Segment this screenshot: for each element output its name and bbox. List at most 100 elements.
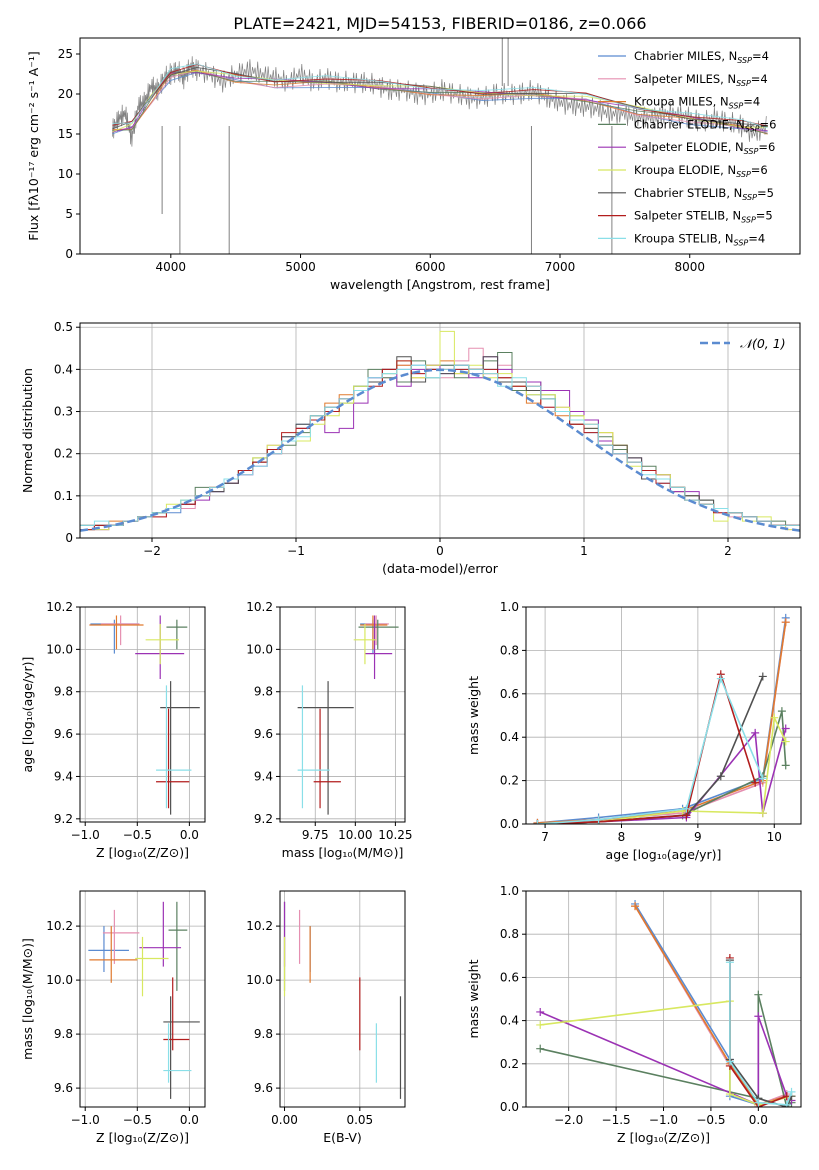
spectrum-plot-area	[112, 38, 768, 254]
axes-frame	[525, 606, 802, 825]
errorbar-chabrier_elodie	[166, 619, 188, 650]
y-tick-label: 0	[65, 531, 73, 545]
model-spectrum-salpeter_miles	[112, 69, 768, 134]
y-tick-label: 0.5	[54, 320, 73, 334]
weight_vs_age-plot-area	[533, 613, 790, 824]
x-tick-label: −0.5	[123, 828, 152, 842]
x-tick-label: −0.5	[696, 1113, 725, 1127]
x-axis-label: Z [log₁₀(Z/Z⊙)]	[96, 1130, 189, 1145]
residuals-panel: −2 −1 0 1 2 0 0.1 0.2 0.3 0.4 0.5 (data-model)/erro…	[20, 320, 801, 576]
weight-marker	[533, 820, 542, 824]
spectrum-legend: Chabrier MILES, NSSP=4 Salpeter MILES, NS…	[598, 49, 776, 247]
weight-marker	[536, 1007, 545, 1016]
errorbar-chabrier_elodie	[168, 901, 188, 991]
y-axis-label: Flux [fλ10⁻¹⁷ erg cm⁻² s⁻¹ A⁻¹]	[26, 51, 41, 240]
axes-frame	[79, 37, 801, 255]
y-tick-label: 9.4	[54, 769, 73, 783]
y-tick-label: 0.0	[500, 817, 519, 831]
weight-marker	[682, 804, 691, 813]
legend-label: Kroupa MILES, NSSP=4	[634, 95, 760, 111]
y-tick-label: 0.1	[54, 489, 73, 503]
errorbar-chabrier_stelib	[163, 996, 200, 1099]
normal-distribution-curve	[80, 368, 800, 532]
y-tick-label: 10.0	[46, 973, 73, 987]
weight_vs_Z-panel: −2.0 −1.5 −1.0 −0.5 0.0 0.0 0.2 0.4 0.6 0.8 1.0 Z […	[466, 884, 802, 1145]
weight-marker	[751, 778, 760, 787]
x-tick-label: 1	[580, 544, 588, 558]
legend-label: Chabrier ELODIE, NSSP=6	[634, 117, 776, 133]
y-axis-label: mass [log₁₀(M/M⊙)]	[20, 938, 35, 1060]
legend-label: Chabrier MILES, NSSP=4	[634, 49, 769, 65]
x-tick-label: 0.00	[271, 1113, 298, 1127]
observed-spectrum-line	[112, 56, 767, 147]
y-tick-label: 0.8	[500, 927, 519, 941]
weight-marker	[594, 815, 603, 824]
x-tick-label: 10	[767, 830, 782, 844]
x-tick-label: −1.0	[71, 1113, 100, 1127]
y-tick-label: 9.6	[54, 1081, 73, 1095]
residuals-plot-area	[80, 330, 800, 538]
legend-label: Salpeter MILES, NSSP=4	[634, 72, 768, 88]
model-spectrum-kroupa_stelib	[112, 63, 768, 129]
y-tick-label: 9.8	[54, 685, 73, 699]
y-tick-label: 0.0	[500, 1100, 519, 1114]
weight-marker	[754, 1012, 763, 1021]
errorbar-salpeter_stelib	[313, 708, 341, 809]
x-tick-label: 7	[541, 830, 549, 844]
weight-marker	[536, 1044, 545, 1053]
x-axis-label: Z [log₁₀(Z/Z⊙)]	[96, 845, 189, 860]
weight-marker	[754, 1098, 763, 1107]
weight-marker	[725, 1057, 734, 1066]
x-tick-label: 0.0	[180, 828, 199, 842]
weight-marker	[725, 1090, 734, 1099]
x-tick-label: 8000	[674, 260, 705, 274]
errorbar-kroupa_stelib	[156, 685, 192, 809]
errorbar-salpeter_miles	[100, 615, 140, 646]
y-tick-label: 0.4	[54, 362, 73, 376]
weight-marker	[770, 713, 779, 722]
x-tick-label: −2	[143, 544, 161, 558]
weight-marker	[631, 902, 640, 911]
y-tick-label: 9.6	[254, 1081, 273, 1095]
y-tick-label: 9.2	[54, 812, 73, 826]
y-axis-label: mass weight	[466, 676, 481, 755]
axes-frame	[79, 606, 206, 823]
y-tick-label: 9.6	[54, 727, 73, 741]
x-tick-label: 9	[694, 830, 702, 844]
weight-marker	[787, 1087, 796, 1096]
axes-frame	[279, 606, 406, 823]
y-tick-label: 5	[65, 207, 73, 221]
weight-marker	[725, 958, 734, 967]
y-tick-label: 10.2	[246, 919, 273, 933]
figure-title: PLATE=2421, MJD=54153, FIBERID=0186, z=0…	[233, 14, 646, 33]
x-tick-label: 0.05	[346, 1113, 373, 1127]
y-tick-label: 10.2	[246, 600, 273, 614]
x-axis-label: E(B-V)	[323, 1130, 362, 1145]
y-tick-label: 0.2	[500, 1057, 519, 1071]
x-tick-label: 4000	[156, 260, 187, 274]
y-tick-label: 10.0	[246, 642, 273, 656]
weight-marker	[781, 724, 790, 733]
y-tick-label: 10	[58, 167, 73, 181]
weight-marker	[758, 774, 767, 783]
y-tick-label: 0.3	[54, 405, 73, 419]
x-axis-label: Z [log₁₀(Z/Z⊙)]	[617, 1130, 710, 1145]
y-tick-label: 10.2	[46, 919, 73, 933]
y-tick-label: 1.0	[500, 600, 519, 614]
weight-marker	[751, 728, 760, 737]
errorbar-kroupa_elodie	[135, 936, 169, 997]
x-tick-label: −0.5	[123, 1113, 152, 1127]
y-tick-label: 9.8	[54, 1027, 73, 1041]
weight-marker	[754, 990, 763, 999]
panels: 4000 5000 6000 7000 80000510152025wavelength…	[20, 37, 802, 1145]
model-spectrum-salpeter_stelib	[112, 64, 768, 127]
x-tick-label: 0.0	[180, 1113, 199, 1127]
x-tick-label: 10.00	[338, 828, 372, 842]
x-tick-label: 9.75	[302, 828, 329, 842]
legend-label: Kroupa ELODIE, NSSP=6	[634, 163, 768, 179]
x-tick-label: −1.5	[602, 1113, 631, 1127]
weight-marker	[716, 674, 725, 683]
y-axis-label: age [log₁₀(age/yr)]	[20, 657, 35, 773]
y-tick-label: 9.8	[254, 1027, 273, 1041]
mass_vs_EBV-plot-area	[283, 901, 402, 1099]
